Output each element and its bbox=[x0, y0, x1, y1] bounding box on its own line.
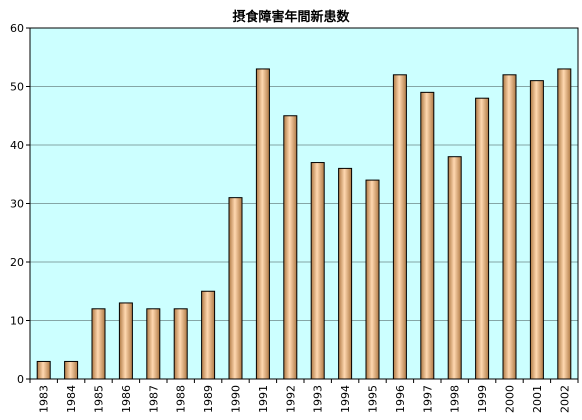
bar bbox=[283, 115, 298, 380]
bar bbox=[557, 68, 572, 380]
bar bbox=[447, 156, 462, 380]
x-tick-label: 1999 bbox=[476, 385, 489, 413]
x-tick-label: 1988 bbox=[175, 385, 188, 413]
y-tick-label: 50 bbox=[10, 81, 24, 94]
x-tick-label: 1984 bbox=[65, 385, 78, 413]
x-tick-label: 1983 bbox=[38, 385, 51, 413]
bar bbox=[310, 162, 325, 380]
x-tick-label: 2001 bbox=[531, 385, 544, 413]
bars bbox=[36, 68, 572, 380]
bar bbox=[91, 308, 106, 380]
x-tick-label: 1986 bbox=[120, 385, 133, 413]
bar bbox=[201, 290, 216, 380]
x-tick-label: 2002 bbox=[558, 385, 571, 413]
y-axis: 0 10 20 30 40 50 60 bbox=[10, 22, 30, 386]
y-tick-label: 30 bbox=[10, 198, 24, 211]
x-tick-label: 1995 bbox=[367, 385, 380, 413]
bar bbox=[118, 302, 133, 380]
x-tick-label: 1997 bbox=[421, 385, 434, 413]
x-tick-label: 1998 bbox=[449, 385, 462, 413]
bar bbox=[475, 97, 490, 380]
x-tick-label: 1993 bbox=[312, 385, 325, 413]
x-axis: 1983 1984 1985 1986 1987 1988 1989 1990 1991 1992… bbox=[29, 379, 579, 413]
bar bbox=[365, 179, 380, 380]
x-tick-label: 1996 bbox=[394, 385, 407, 413]
bar bbox=[64, 360, 79, 380]
x-tick-label: 1990 bbox=[230, 385, 243, 413]
y-tick-label: 20 bbox=[10, 256, 24, 269]
y-tick-label: 0 bbox=[17, 373, 24, 386]
y-tick-label: 10 bbox=[10, 315, 24, 328]
x-tick-label: 1991 bbox=[257, 385, 270, 413]
x-tick-label: 1992 bbox=[284, 385, 297, 413]
bar bbox=[146, 308, 161, 380]
bar bbox=[338, 167, 353, 380]
bar bbox=[502, 74, 517, 380]
bar bbox=[228, 197, 243, 380]
bar bbox=[173, 308, 188, 380]
chart-title: 摂食障害年間新患数 bbox=[232, 9, 350, 25]
y-tick-label: 40 bbox=[10, 139, 24, 152]
x-tick-label: 1987 bbox=[147, 385, 160, 413]
x-tick-label: 1994 bbox=[339, 385, 352, 413]
bar bbox=[392, 74, 407, 380]
y-tick-label: 60 bbox=[10, 22, 24, 35]
x-tick-label: 2000 bbox=[504, 385, 517, 413]
x-tick-label: 1989 bbox=[202, 385, 215, 413]
bar bbox=[529, 80, 544, 380]
bar bbox=[36, 360, 51, 380]
bar bbox=[420, 91, 435, 380]
x-tick-label: 1985 bbox=[93, 385, 106, 413]
bar bbox=[255, 68, 270, 380]
